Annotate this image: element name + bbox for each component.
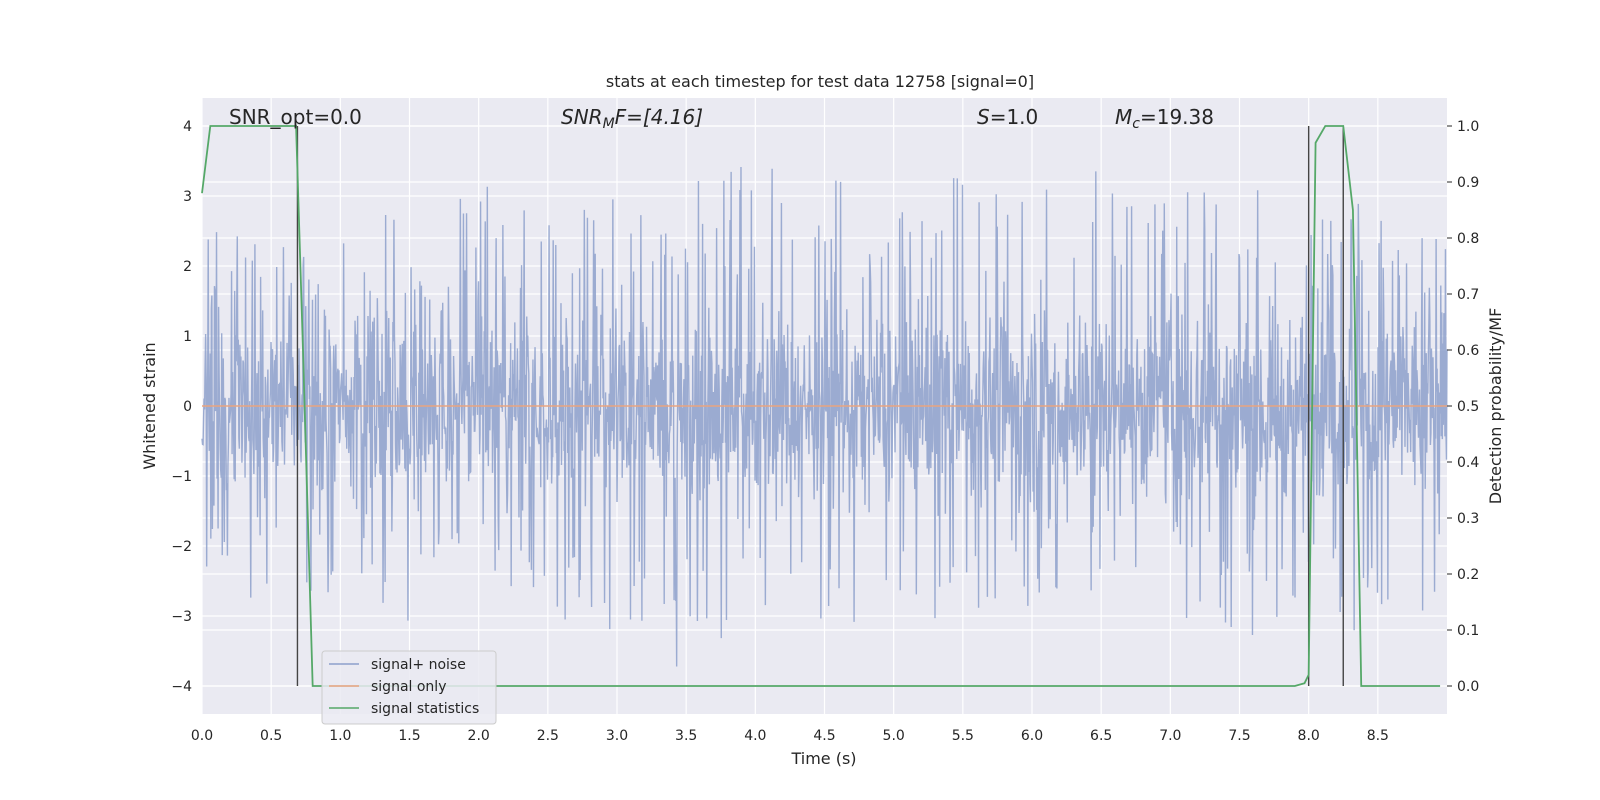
- annotation-s: S=1.0: [977, 105, 1038, 129]
- legend: signal+ noise signal only signal statist…: [321, 650, 497, 725]
- annotation-s-var: S: [977, 105, 990, 129]
- x-tick-label: 0.5: [260, 728, 282, 744]
- y-tick-label: 0: [183, 399, 192, 415]
- annotation-snr-mf-sub: M: [603, 116, 615, 132]
- x-tick-label: 6.0: [1021, 728, 1043, 744]
- legend-box: [321, 650, 497, 725]
- y-right-tick-label: 0.4: [1457, 455, 1479, 471]
- annotation-mc-var: M: [1115, 105, 1132, 129]
- x-tick-label: 8.5: [1367, 728, 1389, 744]
- x-tick-label: 5.0: [883, 728, 905, 744]
- annotation-snr-mf-prefix: SNR: [561, 105, 603, 129]
- y-right-tick-label: 0.7: [1457, 287, 1479, 303]
- y-right-tick-label: 1.0: [1457, 119, 1479, 135]
- signal-noise-line: [201, 166, 1448, 667]
- y-right-tick-label: 0.0: [1457, 679, 1479, 695]
- legend-label-signal-noise: signal+ noise: [371, 657, 466, 673]
- y-tick-label: 4: [183, 119, 192, 135]
- signal-noise-series: [201, 166, 1448, 667]
- y-tick-label: −1: [171, 469, 192, 485]
- y-tick-label: 3: [183, 189, 192, 205]
- y-tick-label: −3: [171, 609, 192, 625]
- y-right-tick-label: 0.9: [1457, 175, 1479, 191]
- x-tick-label: 6.5: [1090, 728, 1112, 744]
- x-tick-label: 2.5: [537, 728, 559, 744]
- annotation-snr-opt: SNR_opt=0.0: [229, 105, 362, 129]
- x-tick-label: 7.0: [1159, 728, 1181, 744]
- x-tick-label: 0.0: [191, 728, 213, 744]
- annotation-mc: Mc=19.38: [1115, 105, 1214, 132]
- annotation-mc-value: =19.38: [1140, 105, 1214, 129]
- y-right-axis-ticks: 1.0 0.9 0.8 0.7 0.6 0.5 0.4 0.3 0.2 0.1 0.0: [1447, 119, 1479, 695]
- x-tick-label: 5.5: [952, 728, 974, 744]
- y-right-tick-label: 0.8: [1457, 231, 1479, 247]
- x-axis-label: Time (s): [790, 749, 856, 768]
- chart-title: stats at each timestep for test data 127…: [606, 72, 1034, 91]
- y-right-axis-label: Detection probability/MF: [1486, 308, 1505, 505]
- annotation-s-value: =1.0: [990, 105, 1039, 129]
- vertical-markers: [296, 126, 1344, 686]
- y-tick-label: 2: [183, 259, 192, 275]
- signal-statistics-series: [201, 125, 1441, 687]
- y-right-tick-label: 0.3: [1457, 511, 1479, 527]
- legend-label-signal-statistics: signal statistics: [371, 701, 479, 717]
- y-right-tick-label: 0.1: [1457, 623, 1479, 639]
- y-axis-ticks: 4 3 2 1 0 −1 −2 −3 −4: [171, 119, 192, 695]
- x-tick-label: 3.0: [606, 728, 628, 744]
- x-axis-ticks: 0.0 0.5 1.0 1.5 2.0 2.5 3.0 3.5 4.0 4.5 5.0 5.5 6.0 6…: [191, 728, 1389, 744]
- annotation-mc-sub: c: [1132, 116, 1140, 132]
- legend-label-signal-only: signal only: [371, 679, 446, 695]
- y-right-tick-label: 0.6: [1457, 343, 1479, 359]
- x-tick-label: 2.0: [468, 728, 490, 744]
- x-tick-label: 1.5: [398, 728, 420, 744]
- y-tick-label: 1: [183, 329, 192, 345]
- x-tick-label: 7.5: [1228, 728, 1250, 744]
- x-tick-label: 1.0: [329, 728, 351, 744]
- annotation-snr-mf: SNRMF=[4.16]: [561, 105, 703, 132]
- annotation-snr-mf-suffix: F=[4.16]: [615, 105, 703, 129]
- x-tick-label: 4.0: [744, 728, 766, 744]
- y-tick-label: −4: [171, 679, 192, 695]
- y-tick-label: −2: [171, 539, 192, 555]
- y-right-tick-label: 0.5: [1457, 399, 1479, 415]
- x-tick-label: 4.5: [813, 728, 835, 744]
- signal-statistics-line: [201, 125, 1441, 687]
- x-tick-label: 3.5: [675, 728, 697, 744]
- x-tick-label: 8.0: [1298, 728, 1320, 744]
- y-axis-label: Whitened strain: [140, 342, 159, 469]
- y-right-tick-label: 0.2: [1457, 567, 1479, 583]
